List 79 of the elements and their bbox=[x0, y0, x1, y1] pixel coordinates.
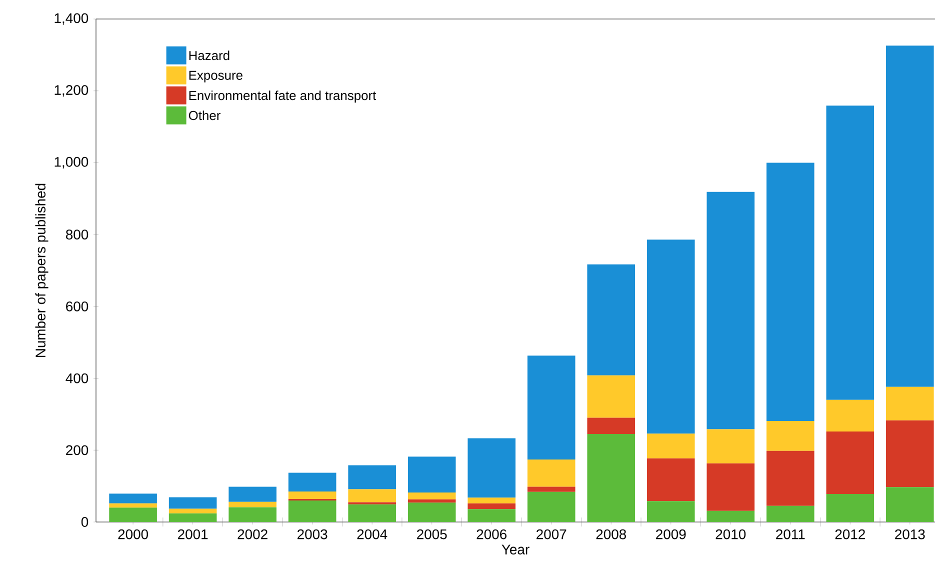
y-tick-label: 1,200 bbox=[54, 85, 88, 97]
x-tick-label: 2007 bbox=[536, 529, 566, 540]
bar bbox=[527, 356, 576, 460]
bar bbox=[826, 431, 874, 494]
legend-label: Hazard bbox=[189, 50, 230, 60]
bar bbox=[408, 499, 456, 503]
bar bbox=[288, 500, 336, 522]
x-tick-label: 2001 bbox=[178, 529, 208, 540]
bar bbox=[766, 162, 814, 422]
bar bbox=[228, 502, 276, 508]
bar bbox=[408, 456, 456, 493]
bar bbox=[468, 509, 516, 522]
x-tick-label: 2012 bbox=[835, 529, 865, 540]
bar bbox=[646, 501, 695, 522]
bar bbox=[706, 192, 755, 430]
bar bbox=[646, 240, 695, 434]
bar bbox=[228, 486, 276, 502]
legend-label: Environmental fate and transport bbox=[189, 90, 376, 103]
bar bbox=[288, 472, 336, 492]
bar bbox=[826, 400, 874, 432]
bar bbox=[706, 510, 755, 522]
bar bbox=[408, 502, 456, 522]
bar bbox=[706, 429, 755, 464]
legend-label: Other bbox=[188, 110, 220, 120]
x-tick-label: 2013 bbox=[895, 529, 925, 540]
bar bbox=[109, 494, 157, 504]
bar bbox=[527, 459, 576, 487]
bar bbox=[408, 492, 456, 500]
y-tick-label: 800 bbox=[66, 230, 88, 240]
legend-label: Exposure bbox=[189, 70, 242, 82]
bar bbox=[766, 506, 814, 522]
bar bbox=[646, 458, 695, 502]
x-tick-label: 2000 bbox=[118, 529, 148, 540]
bar bbox=[468, 503, 516, 510]
bar bbox=[109, 508, 157, 522]
bar bbox=[348, 504, 396, 522]
bar bbox=[348, 465, 396, 490]
bar bbox=[646, 434, 695, 458]
x-tick-label: 2005 bbox=[417, 529, 447, 540]
y-tick-label: 1,400 bbox=[54, 13, 88, 25]
bar bbox=[168, 513, 217, 522]
x-tick-label: 2004 bbox=[357, 529, 388, 540]
y-tick-label: 1,000 bbox=[54, 156, 88, 168]
y-axis-title: Number of papers published bbox=[35, 184, 48, 357]
bar bbox=[168, 508, 217, 514]
y-tick-label: 400 bbox=[66, 373, 88, 384]
x-tick-label: 2011 bbox=[776, 529, 805, 540]
bar bbox=[886, 420, 934, 488]
bar bbox=[886, 487, 934, 522]
bar bbox=[766, 421, 814, 451]
bar bbox=[468, 498, 516, 504]
bar bbox=[886, 386, 934, 420]
bar bbox=[348, 489, 396, 502]
x-tick-label: 2009 bbox=[656, 529, 686, 540]
bar bbox=[527, 492, 576, 522]
y-tick-label: 0 bbox=[81, 517, 88, 527]
x-tick-label: 2006 bbox=[476, 529, 506, 540]
bar bbox=[886, 46, 934, 387]
bar bbox=[527, 486, 576, 492]
bar bbox=[288, 491, 336, 500]
bar bbox=[587, 264, 636, 376]
bar bbox=[587, 434, 636, 522]
y-tick-label: 200 bbox=[66, 445, 88, 456]
y-tick-label: 600 bbox=[66, 301, 88, 312]
bar bbox=[109, 503, 157, 508]
bar bbox=[468, 438, 516, 498]
bar bbox=[228, 507, 276, 522]
bar bbox=[766, 450, 814, 506]
x-tick-label: 2008 bbox=[596, 529, 626, 540]
bar bbox=[168, 497, 217, 509]
x-tick-label: 2003 bbox=[298, 529, 328, 540]
x-axis-title: Year bbox=[502, 544, 530, 554]
bar bbox=[706, 463, 755, 511]
x-tick-label: 2010 bbox=[716, 529, 746, 540]
bar bbox=[826, 494, 874, 522]
bar bbox=[826, 106, 874, 400]
bar bbox=[587, 418, 636, 434]
x-tick-label: 2002 bbox=[238, 529, 268, 540]
bar bbox=[587, 375, 636, 418]
